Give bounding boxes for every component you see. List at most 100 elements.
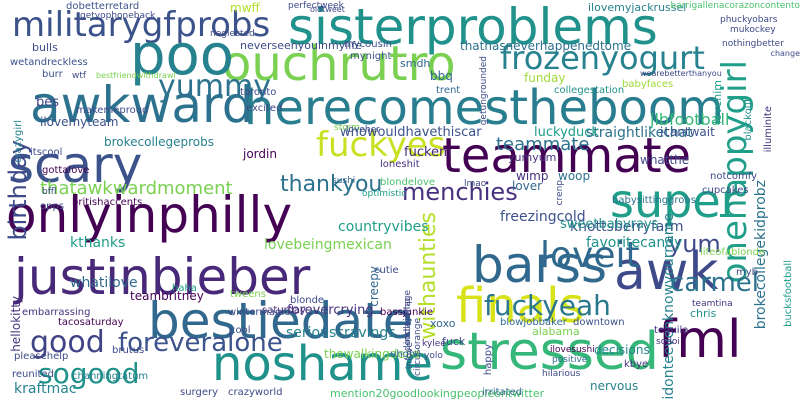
word-lover: lover (512, 179, 543, 193)
word-mukockey: mukockey (730, 25, 776, 35)
word-super: super (610, 174, 740, 228)
word-blondelove: blondelove (380, 177, 436, 188)
word-yumyum: yumyum (508, 151, 557, 164)
word-kraftmac: kraftmac (14, 381, 77, 397)
word-mycousin: mycousin (344, 39, 392, 50)
word-excited: excited (246, 103, 283, 114)
word-whatilove: whatilove (70, 275, 138, 291)
word-teammate: teammate (442, 128, 692, 184)
word-storm: storm (334, 123, 361, 133)
word-sogood: sogood (38, 357, 140, 390)
word-wintermagic: wintermagic (228, 307, 290, 318)
word-itscool: itscool (30, 147, 63, 158)
word-foreveralone: foreveralone (118, 328, 283, 358)
word-nothingbetter: nothingbetter (722, 39, 784, 49)
word-onlyinphilly: onlyinphilly (6, 186, 293, 244)
word-awk: awk (614, 242, 719, 302)
word-bulls: bulls (32, 41, 58, 54)
word-thewalkingdead: thewalkingdead (324, 347, 420, 361)
word-herecomestheboom: herecomestheboom (244, 80, 724, 136)
word-nervous: nervous (590, 379, 639, 393)
word-good: good (30, 325, 105, 360)
word-jordin: jordin (243, 147, 277, 161)
word-wearebetterthanyou: wearebetterthanyou (640, 69, 722, 78)
word-brutus: brutus (112, 345, 145, 356)
word-creepy: creepy (367, 266, 381, 307)
word-frozenyogurt: frozenyogurt (500, 39, 705, 77)
word-mwff: mwff (230, 1, 260, 15)
word-babyfaces: babyfaces (622, 79, 674, 90)
word-bassjunkie: bassjunkie (380, 307, 434, 318)
word-jlbfootball: jlbfootball (650, 110, 730, 129)
word-optimistic: optimistic (362, 189, 407, 199)
word-kthanks: kthanks (70, 235, 126, 251)
word-doodlejump: doodlejump (403, 298, 413, 352)
word-fuckyes: fuckyes (316, 125, 446, 165)
word-xoxo: xoxo (430, 317, 456, 330)
word-freezingcold: freezingcold (500, 209, 586, 225)
word-getungrounded: getungrounded (479, 56, 489, 126)
word-justinbieber: justinbieber (14, 248, 311, 306)
word-positive: positive (552, 355, 588, 365)
word-mynight: mynight (350, 51, 392, 62)
word-idonteevenknowyourname: idonteevenknowyourname (661, 213, 677, 400)
word-whowouldhavethiscar: whowouldhavethiscar (340, 125, 482, 140)
word-seriouscravings: seriouscravings (286, 325, 396, 341)
word-sodoi: sodoi (656, 337, 680, 347)
word-channingtatum: channingtatum (72, 371, 149, 382)
word-lovebeingmexican: lovebeingmexican (264, 237, 392, 253)
word-burr: burr (42, 69, 63, 80)
word-phuckyobars: phuckyobars (720, 15, 778, 25)
word-bestfriendwithdrawl: bestfriendwithdrawl (96, 71, 176, 80)
word-perfectweek: perfectweek (288, 1, 344, 11)
word-teambritney: teambritney (130, 289, 204, 303)
word-poo: poo (130, 23, 235, 88)
word-tacosaturday: tacosaturday (58, 317, 124, 328)
word-cupcakes: cupcakes (702, 185, 749, 196)
word-pleasehelp: pleasehelp (14, 351, 69, 362)
word-myb: myb (736, 267, 759, 278)
word-oldtweet: oldtweet (310, 5, 345, 14)
word-makemeproud: makemeproud (76, 105, 149, 116)
word-yolo: yolo (424, 351, 443, 361)
word-straightlikethat: straightlikethat (586, 125, 693, 141)
word-fml: fml (658, 310, 742, 370)
word-crazygirl: crazygirl (13, 120, 24, 163)
word-brokecollegeprobs: brokecollegeprobs (104, 135, 215, 149)
word-lovehim: lovehim (711, 80, 724, 124)
word-barss: barss (472, 236, 608, 294)
word-trent: trent (436, 85, 461, 96)
word-dobetterretard: dobetterretard (66, 1, 140, 12)
word-yummy: yummy (158, 69, 271, 104)
word-awkward: awkward (30, 76, 254, 134)
word-teamtina: teamtina (692, 299, 733, 309)
word-kbye: kbye (624, 359, 649, 370)
word-luckyduck: luckyduck (534, 125, 599, 140)
word-favoritecandy: favoritecandy (586, 235, 683, 251)
word-neverseenyouinmylife: neverseenyouinmylife (240, 39, 362, 52)
word-ilovesushi: ilovesushi (550, 345, 595, 355)
word-woop: woop (558, 169, 591, 183)
word-finals: finals (456, 278, 585, 334)
word-loneshit: loneshit (380, 159, 420, 170)
word-carmel: carmel (670, 268, 760, 298)
word-thathasneverhappenedtome: thathasneverhappenedtome (460, 39, 632, 53)
word-wetandreckless: wetandreckless (10, 57, 88, 68)
word-sweetbabyrays: sweetbabyrays (560, 217, 659, 232)
word-blackout: blackout (743, 98, 754, 141)
word-kylee: kylee (422, 339, 446, 349)
word-bestiedate: bestiedate (148, 292, 414, 350)
word-crenp: crenp (555, 180, 565, 206)
word-sushi: sushi (332, 176, 356, 186)
word-loveher: loveher (346, 125, 380, 135)
word-chris: chris (690, 307, 717, 320)
word-bucksfootball: bucksfootball (783, 260, 794, 327)
word-ilovemyteam: ilovemyteam (40, 115, 119, 129)
word-getyophoneback: getyophoneback (80, 11, 156, 21)
word-icantwait: icantwait (660, 125, 715, 139)
word-opps: opps (40, 201, 65, 212)
word-lmao: lmao (464, 179, 487, 189)
word-haha: haha (172, 283, 197, 294)
word-militarygfprobs: militarygfprobs (12, 5, 271, 45)
word-menchies: menchies (402, 178, 518, 206)
